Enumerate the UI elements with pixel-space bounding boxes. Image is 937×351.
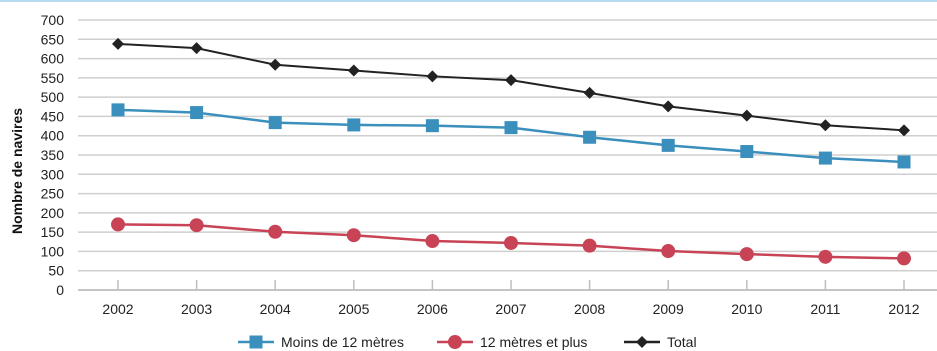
y-tick-label: 200 (41, 205, 65, 221)
diamond-point (347, 64, 360, 77)
legend-swatch-marker (249, 335, 263, 349)
circle-point (818, 249, 833, 264)
y-tick-label: 350 (41, 147, 65, 163)
circle-series (111, 217, 911, 266)
x-tick-label: 2007 (495, 301, 526, 317)
circle-point (504, 235, 518, 250)
diamond-point (819, 119, 832, 132)
diamond-point (583, 86, 596, 99)
square-point (661, 138, 675, 152)
legend-item: Total (624, 334, 697, 350)
x-tick-label: 2006 (417, 301, 448, 317)
y-tick-label: 250 (41, 186, 65, 202)
diamond-series (112, 37, 910, 137)
y-axis-title: Nombre de navires (9, 108, 25, 234)
square-point (190, 106, 204, 120)
x-tick-label: 2009 (653, 301, 684, 317)
legend-label: 12 mètres et plus (480, 334, 587, 350)
y-tick-label: 500 (41, 89, 65, 105)
x-tick-label: 2003 (181, 301, 212, 317)
circle-point (111, 217, 125, 232)
y-tick-label: 400 (41, 128, 65, 144)
y-tick-label: 100 (41, 243, 65, 259)
x-tick-label: 2005 (338, 301, 369, 317)
circle-point (661, 244, 676, 259)
diamond-point (898, 124, 910, 137)
circle-point (582, 238, 597, 253)
x-tick-label: 2008 (574, 301, 605, 317)
circle-point (189, 218, 204, 233)
y-tick-label: 650 (41, 31, 65, 47)
square-point (740, 145, 754, 159)
square-point (347, 118, 361, 132)
legend-swatch-marker (636, 336, 648, 348)
legend-item: Moins de 12 mètres (238, 334, 404, 350)
series-group (111, 37, 911, 266)
x-tick-label: 2010 (731, 301, 762, 317)
diamond-point (662, 100, 675, 113)
legend-label: Moins de 12 mètres (281, 334, 404, 350)
y-tick-label: 50 (48, 263, 64, 279)
axes: 0 50 100 150 200 250 300 350 400 450 500 550 600 650 7… (41, 12, 937, 317)
y-tick-label: 600 (41, 51, 65, 67)
diamond-point (426, 70, 439, 83)
circle-point (739, 247, 754, 262)
x-tick-label: 2011 (810, 301, 840, 317)
square-point (268, 116, 282, 130)
x-tick-label: 2002 (102, 301, 133, 317)
x-tick-label: 2012 (888, 301, 919, 317)
y-tick-label: 300 (41, 166, 65, 182)
square-point (818, 151, 832, 165)
y-tick-label: 0 (56, 282, 64, 298)
diamond-point (740, 109, 753, 122)
gridlines (78, 19, 937, 272)
legend-label: Total (667, 334, 697, 350)
circle-point (346, 228, 361, 243)
legend: Moins de 12 mètres 12 mètres et plus Total (238, 334, 697, 350)
square-series (111, 103, 911, 169)
diamond-point (505, 74, 517, 87)
legend-swatch-marker (448, 335, 462, 349)
square-point (504, 121, 518, 135)
diamond-point (190, 42, 203, 55)
y-tick-label: 700 (41, 12, 65, 28)
circle-point (897, 251, 911, 266)
square-point (897, 155, 911, 169)
circle-point (425, 234, 440, 249)
square-point (111, 103, 125, 117)
square-point (583, 130, 597, 144)
y-tick-label: 450 (41, 108, 65, 124)
y-tick-label: 150 (41, 224, 65, 240)
diamond-point (112, 37, 124, 50)
diamond-point (269, 58, 282, 71)
square-point (425, 119, 439, 133)
y-tick-label: 550 (41, 70, 65, 86)
x-tick-label: 2004 (260, 301, 291, 317)
circle-point (268, 224, 283, 239)
legend-item: 12 mètres et plus (437, 334, 587, 350)
